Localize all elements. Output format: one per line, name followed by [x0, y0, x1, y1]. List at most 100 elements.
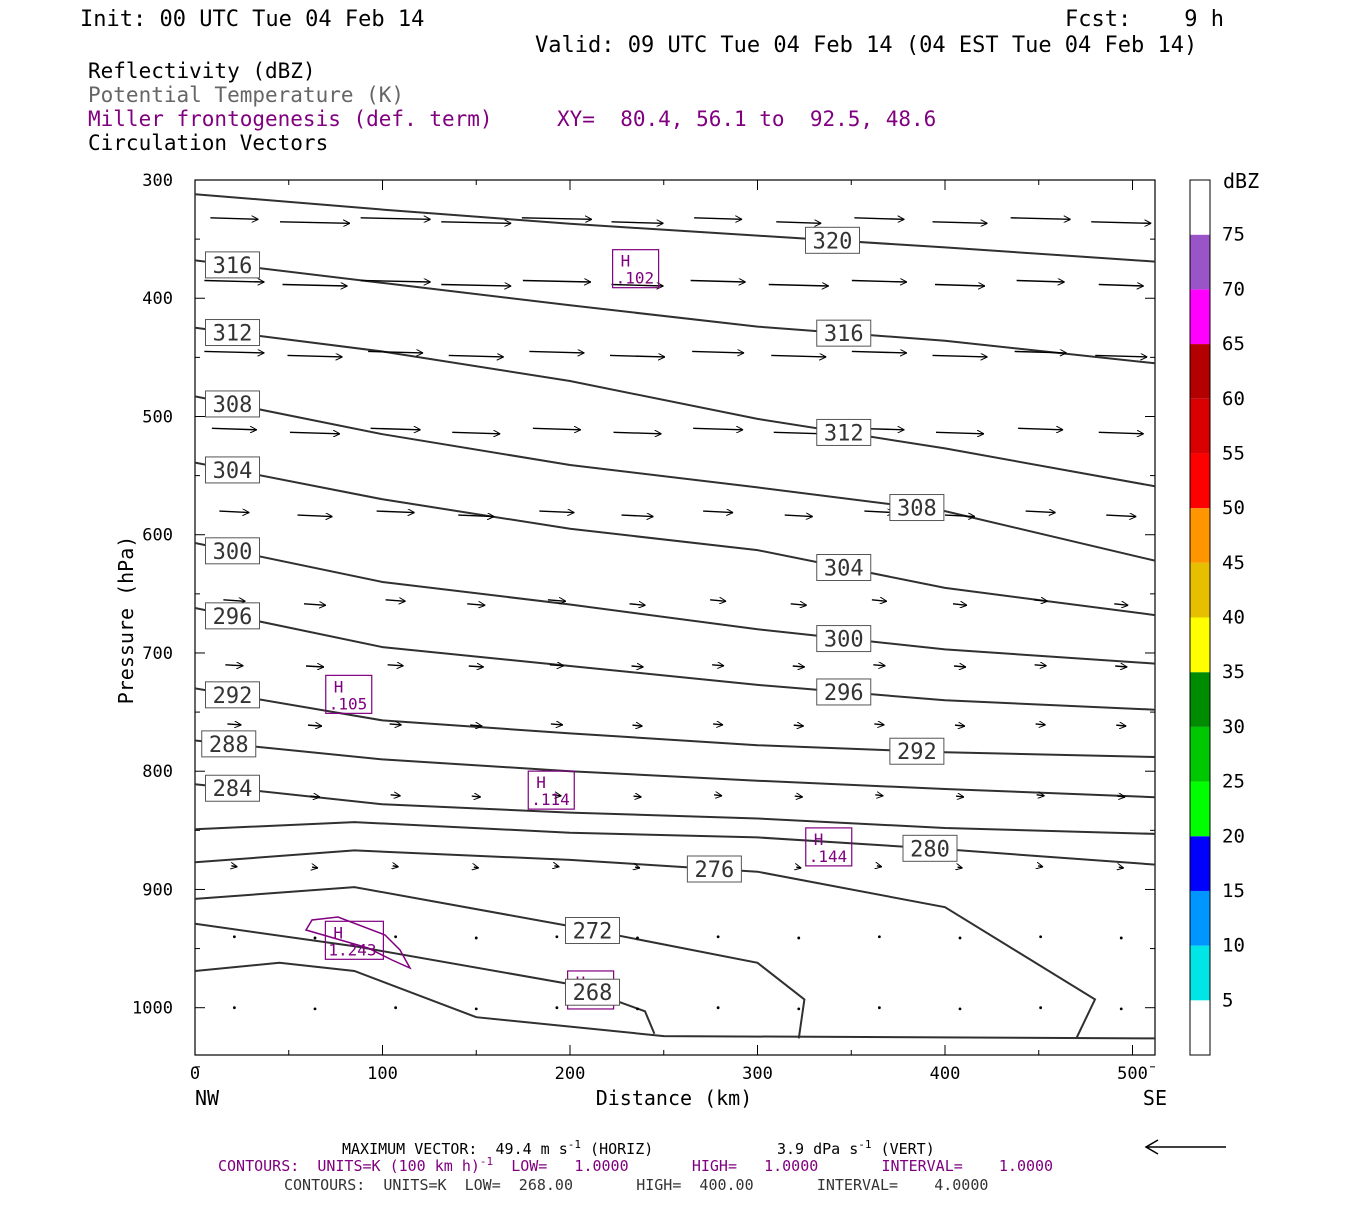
colorbar-swatch — [1190, 1000, 1210, 1055]
circulation-vector — [394, 935, 398, 939]
circulation-vector — [471, 796, 481, 797]
svg-text:280: 280 — [910, 837, 950, 862]
theta-contour-line — [195, 821, 1155, 866]
y-tick-label: 1000 — [132, 999, 173, 1019]
circulation-vector — [313, 1007, 317, 1011]
circulation-vector — [1035, 724, 1046, 725]
circulation-vector — [227, 724, 241, 725]
y-axis-ticks: 300 400 500 600 700 800 900 1000 — [132, 171, 1155, 1068]
theta-contour-label: 300 — [205, 537, 260, 565]
circulation-vector — [360, 218, 431, 220]
circulation-vector — [555, 1006, 559, 1010]
circulation-vector — [932, 355, 988, 357]
colorbar-tick-label: 25 — [1222, 771, 1245, 793]
field-reflectivity-label: Reflectivity (dBZ) — [88, 59, 316, 83]
circulation-vector — [468, 666, 484, 667]
svg-text:1.243: 1.243 — [328, 940, 376, 959]
circulation-vector — [1034, 665, 1047, 666]
svg-text:304: 304 — [824, 557, 864, 582]
circulation-vector — [693, 428, 743, 430]
theta-contour-label: 280 — [902, 834, 958, 862]
frontogenesis-max-marker: H.114 — [527, 770, 575, 810]
circulation-vector — [851, 351, 907, 353]
theta-contour-label: 284 — [205, 774, 260, 802]
circulation-vector — [1010, 218, 1071, 220]
theta-contour-label: 296 — [816, 678, 872, 706]
circulation-vector — [550, 724, 563, 725]
colorbar-frame — [1189, 179, 1211, 1056]
field-theta-label: Potential Temperature (K) — [88, 83, 404, 107]
svg-text:272: 272 — [573, 920, 613, 945]
theta-contour-labels: 320 316 316 312 312 308 308 304 304 300 300 296 296 2… — [201, 226, 958, 1006]
reflectivity-colorbar: 5 10 15 20 25 30 35 40 45 50 55 60 65 70 75 — [1189, 179, 1245, 1056]
x-axis-label: Distance (km) — [596, 1086, 753, 1110]
circulation-vector — [953, 666, 966, 667]
circulation-vector — [1117, 796, 1125, 797]
svg-text:300: 300 — [213, 540, 253, 565]
circulation-vector — [305, 666, 324, 667]
circulation-vector — [692, 351, 744, 353]
y-tick-label: 900 — [142, 880, 173, 900]
circulation-vector — [609, 355, 665, 357]
theta-contour-label: 272 — [565, 917, 620, 945]
circulation-vector — [784, 515, 813, 517]
theta-contour-label: 316 — [816, 319, 872, 347]
svg-text:268: 268 — [573, 981, 613, 1006]
theta-contour-label: 320 — [805, 226, 860, 254]
circulation-vector — [368, 351, 423, 353]
circulation-vector — [797, 936, 801, 940]
circulation-vector — [877, 1006, 881, 1010]
theta-contour-info: CONTOURS: UNITS=K LOW= 268.00 HIGH= 400.… — [284, 1176, 988, 1194]
valid-time-label: Valid: 09 UTC Tue 04 Feb 14 (04 EST Tue … — [535, 33, 1197, 58]
circulation-vector — [1115, 666, 1127, 667]
y-axis-label: Pressure (hPa) — [114, 536, 138, 705]
circulation-vector — [385, 600, 406, 602]
circulation-vector — [636, 936, 639, 940]
circulation-vector — [307, 725, 322, 726]
colorbar-swatch — [1190, 180, 1210, 235]
colorbar-swatch — [1190, 562, 1210, 618]
circulation-vector — [555, 935, 559, 939]
y-tick-label: 600 — [142, 526, 173, 546]
svg-text:312: 312 — [824, 421, 864, 446]
colorbar-swatch — [1190, 945, 1210, 1001]
circulation-vector — [532, 428, 581, 430]
colorbar-swatch — [1190, 836, 1210, 891]
circulation-vector — [448, 355, 504, 357]
colorbar-tick-label: 30 — [1222, 716, 1245, 738]
y-tick-label: 300 — [142, 171, 173, 191]
colorbar-tick-label: 35 — [1222, 661, 1245, 683]
circulation-vector — [522, 281, 591, 283]
svg-text:.114: .114 — [531, 790, 570, 809]
circulation-vector — [394, 1006, 398, 1010]
circulation-vector — [694, 218, 742, 220]
forecast-hour-label: Fcst: 9 h — [1065, 7, 1224, 32]
circulation-vector — [877, 935, 881, 939]
svg-text:304: 304 — [213, 459, 253, 484]
theta-contour-line — [195, 395, 1155, 562]
colorbar-tick-label: 50 — [1222, 497, 1245, 519]
theta-contour-line — [195, 849, 1097, 1039]
theta-contour-label: 308 — [889, 494, 945, 522]
circulation-vector — [621, 515, 654, 517]
colorbar-tick-label: 70 — [1222, 278, 1245, 300]
circulation-vector — [309, 796, 320, 797]
circulation-vector — [231, 866, 237, 867]
max-vector-label: MAXIMUM VECTOR: 49.4 m s-1 (HORIZ) — [342, 1138, 653, 1158]
y-tick-label: 500 — [142, 407, 173, 427]
svg-text:H: H — [621, 252, 631, 271]
circulation-vector — [1016, 281, 1065, 283]
circulation-vector — [232, 1006, 236, 1010]
circulation-vector — [393, 866, 399, 867]
circulation-vector — [703, 511, 733, 512]
circulation-vector — [636, 1007, 639, 1011]
circulation-vector — [796, 867, 801, 868]
theta-contour-line — [195, 259, 1155, 365]
theta-contour-label: 308 — [205, 390, 260, 418]
reference-vector-head — [1144, 1139, 1159, 1155]
colorbar-tick-label: 40 — [1222, 607, 1245, 629]
colorbar-tick-label: 20 — [1222, 825, 1245, 847]
circulation-vector — [1091, 222, 1151, 224]
circulation-vector — [877, 866, 882, 867]
